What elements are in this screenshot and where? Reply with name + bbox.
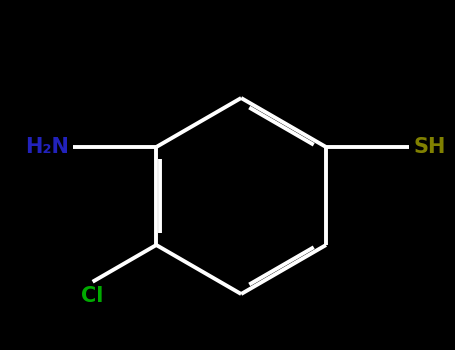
Text: SH: SH xyxy=(413,137,446,157)
Text: Cl: Cl xyxy=(81,286,104,306)
Text: H₂N: H₂N xyxy=(25,137,69,157)
